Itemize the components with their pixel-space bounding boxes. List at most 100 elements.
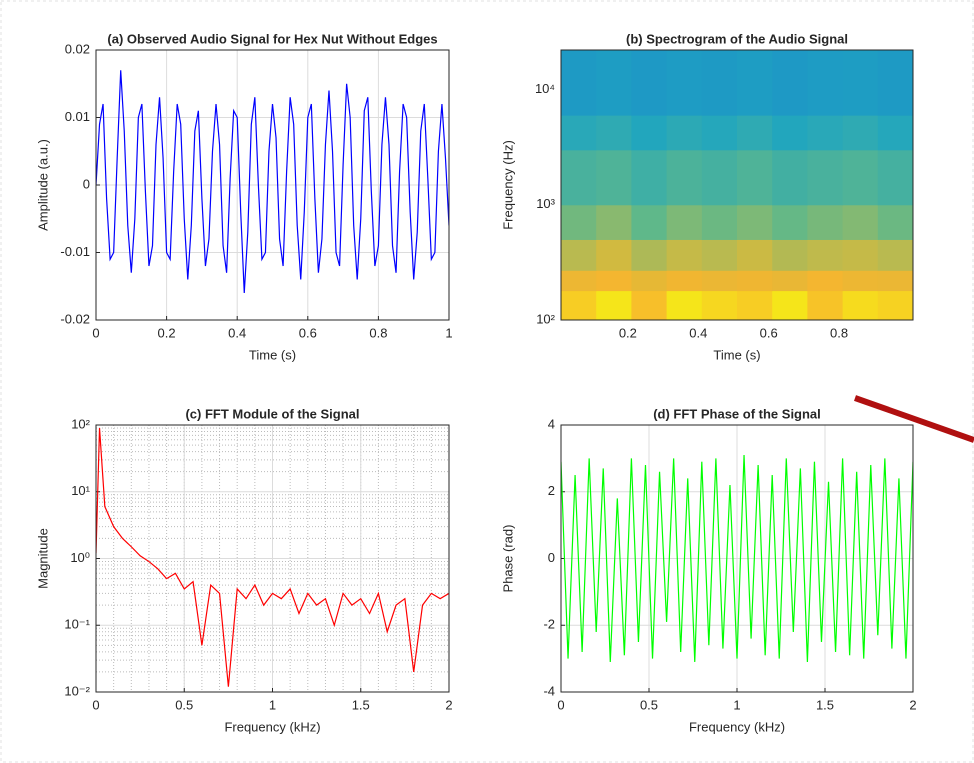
axes: [95, 424, 450, 693]
heatmap-cell: [631, 149, 668, 206]
x-tick-label: 0.8: [830, 325, 848, 340]
x-tick-label: 1: [445, 325, 452, 340]
x-tick-label: 2: [909, 697, 916, 712]
heatmap-cell: [561, 239, 597, 271]
y-tick-label: -2: [543, 617, 555, 632]
heatmap-cell: [877, 149, 913, 206]
heatmap-cell: [701, 270, 738, 292]
annotation-arrow: [854, 395, 974, 443]
heatmap-cell: [877, 50, 913, 116]
y-tick-label: 4: [548, 416, 555, 431]
heatmap-cell: [772, 149, 808, 206]
heatmap-cell: [772, 290, 808, 320]
heatmap-cell: [596, 290, 632, 320]
y-axis-label: Magnitude: [35, 528, 50, 589]
x-tick-label: 1.5: [352, 697, 370, 712]
data-line: [561, 455, 913, 662]
y-tick-label: -0.02: [60, 311, 90, 326]
heatmap-cell: [666, 50, 703, 116]
x-tick-label: 0.2: [619, 325, 637, 340]
x-tick-label: 0: [92, 697, 99, 712]
x-tick-label: 0.4: [689, 325, 707, 340]
plot-content: [561, 455, 913, 662]
heatmap-cell: [737, 149, 773, 206]
y-tick-label: 0: [83, 176, 90, 191]
heatmap-cell: [596, 204, 632, 240]
heatmap-cell: [561, 149, 597, 206]
heatmap-cell: [561, 204, 597, 240]
axes-box: [95, 49, 450, 321]
heatmap-cell: [737, 204, 773, 240]
x-tick-label: 0.8: [369, 325, 387, 340]
heatmap-cell: [737, 50, 773, 116]
heatmap-cell: [666, 149, 703, 206]
plot-content: [96, 70, 449, 294]
heatmap-cell: [596, 115, 632, 151]
heatmap-cell: [561, 290, 597, 320]
heatmap-cell: [666, 290, 703, 320]
heatmap-cell: [631, 50, 668, 116]
heatmap-cell: [807, 270, 844, 292]
heatmap-cell: [561, 270, 597, 292]
heatmap-cell: [701, 115, 738, 151]
heatmap-cell: [631, 270, 668, 292]
heatmap-cell: [666, 239, 703, 271]
y-tick-label: 0: [548, 550, 555, 565]
axes-box: [560, 49, 914, 321]
heatmap-cell: [631, 239, 668, 271]
data-line: [96, 428, 449, 687]
y-tick-label: 0.01: [65, 109, 90, 124]
x-axis-label: Time (s): [713, 347, 760, 362]
y-tick-label: 10⁰: [70, 550, 90, 565]
y-tick-label: 10⁻²: [64, 683, 90, 698]
x-tick-label: 2: [445, 697, 452, 712]
heatmap-cell: [772, 270, 808, 292]
heatmap-cell: [701, 149, 738, 206]
x-tick-label: 0.5: [640, 697, 658, 712]
y-tick-label: -0.01: [60, 244, 90, 259]
y-tick-label: 0.02: [65, 41, 90, 56]
heatmap-cell: [737, 270, 773, 292]
heatmap-cell: [807, 50, 844, 116]
x-tick-label: 0: [557, 697, 564, 712]
heatmap-cell: [842, 239, 879, 271]
x-tick-label: 0.4: [228, 325, 246, 340]
chart-title: (d) FFT Phase of the Signal: [653, 406, 821, 421]
y-tick-label: 10⁴: [535, 81, 555, 96]
heatmap-cell: [842, 115, 879, 151]
y-tick-label: 10³: [536, 196, 555, 211]
x-axis-label: Frequency (kHz): [224, 719, 320, 734]
y-axis-label: Frequency (Hz): [500, 140, 515, 230]
heatmap-cell: [701, 239, 738, 271]
plot-content: [96, 428, 449, 687]
heatmap-cell: [807, 239, 844, 271]
heatmap-cell: [772, 50, 808, 116]
heatmap-cell: [877, 290, 913, 320]
heatmap-cell: [701, 204, 738, 240]
x-tick-label: 1: [269, 697, 276, 712]
y-axis-label: Amplitude (a.u.): [35, 139, 50, 231]
chart-title: (b) Spectrogram of the Audio Signal: [626, 31, 848, 46]
heatmap-cell: [596, 239, 632, 271]
heatmap-cell: [807, 204, 844, 240]
x-tick-label: 0.6: [299, 325, 317, 340]
x-tick-label: 0.5: [175, 697, 193, 712]
heatmap-cell: [596, 149, 632, 206]
heatmap-cell: [807, 149, 844, 206]
data-line: [96, 70, 449, 294]
heatmap-cell: [701, 290, 738, 320]
heatmap-cell: [772, 204, 808, 240]
heatmap-cell: [666, 204, 703, 240]
heatmap-cell: [807, 290, 844, 320]
x-tick-label: 0.2: [158, 325, 176, 340]
x-axis-label: Time (s): [249, 347, 296, 362]
heatmap-cell: [877, 115, 913, 151]
chart-title: (c) FFT Module of the Signal: [185, 406, 359, 421]
heatmap-cell: [737, 115, 773, 151]
y-tick-label: 10¹: [71, 483, 90, 498]
x-tick-label: 1.5: [816, 697, 834, 712]
axes-box: [95, 424, 450, 693]
heatmap-cell: [631, 115, 668, 151]
